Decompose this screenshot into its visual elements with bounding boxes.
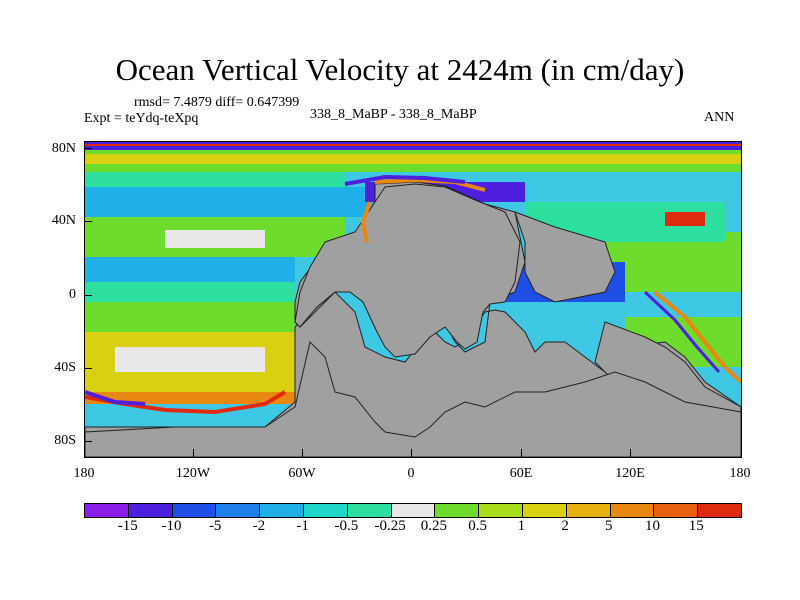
plot-title: Ocean Vertical Velocity at 2424m (in cm/… (115, 52, 685, 87)
lat-tick (84, 441, 92, 442)
lat-tick (84, 368, 92, 369)
lon-label-60w: 60W (288, 466, 316, 481)
colorbar (84, 503, 742, 518)
lon-tick (521, 449, 522, 457)
colorbar-swatch (172, 504, 217, 517)
colorbar-label: -0.5 (334, 518, 359, 534)
lat-label-40s: 40S (54, 360, 76, 375)
colorbar-swatch (654, 504, 699, 517)
colorbar-swatch (85, 504, 129, 517)
colorbar-label: 5 (605, 518, 613, 534)
colorbar-swatch (391, 504, 436, 517)
colorbar-label: 1 (517, 518, 526, 534)
lon-label-180e: 180 (729, 466, 751, 481)
colorbar-swatch (216, 504, 261, 517)
lon-label-180w: 180 (73, 466, 95, 481)
lon-tick (193, 449, 194, 457)
colorbar-swatch (303, 504, 348, 517)
colorbar-swatch (479, 504, 523, 517)
colorbar-label: -1 (296, 518, 309, 534)
colorbar-label: 10 (645, 518, 661, 534)
lon-label-60e: 60E (509, 466, 533, 481)
lat-tick (84, 148, 92, 149)
lat-label-0: 0 (69, 287, 76, 302)
colorbar-label: -0.25 (374, 518, 406, 534)
season-label: ANN (704, 110, 735, 125)
stats-text: rmsd= 7.4879 diff= 0.647399 (134, 95, 300, 110)
colorbar-label: -10 (161, 518, 182, 534)
colorbar-swatch (566, 504, 611, 517)
lat-label-80n: 80N (51, 141, 76, 156)
colorbar-label: 2 (561, 518, 569, 534)
colorbar-swatch (610, 504, 655, 517)
colorbar-swatch (698, 504, 741, 517)
colorbar-swatch (260, 504, 304, 517)
lon-label-120e: 120E (615, 466, 645, 481)
lon-tick (302, 449, 303, 457)
lat-label-80s: 80S (54, 433, 76, 448)
comparison-text: 338_8_MaBP - 338_8_MaBP (310, 107, 477, 122)
map-panel (84, 141, 742, 458)
experiment-text: Expt = teYdq-teXpq (84, 111, 199, 126)
colorbar-swatch (128, 504, 173, 517)
lat-tick (84, 221, 92, 222)
lon-label-120w: 120W (175, 466, 211, 481)
colorbar-label: -15 (117, 518, 138, 534)
colorbar-swatch (347, 504, 392, 517)
lon-label-0: 0 (407, 466, 415, 481)
lat-tick (84, 295, 92, 296)
lon-tick (630, 449, 631, 457)
lat-label-40n: 40N (51, 213, 76, 228)
colorbar-swatch (435, 504, 480, 517)
colorbar-swatch (522, 504, 567, 517)
colorbar-label: -2 (252, 518, 266, 534)
colorbar-label: -5 (208, 518, 222, 534)
colorbar-label: 15 (688, 518, 704, 534)
ocean-velocity-map (85, 142, 741, 457)
lon-tick (411, 449, 412, 457)
colorbar-label: 0.5 (468, 518, 487, 534)
colorbar-label: 0.25 (420, 518, 447, 534)
